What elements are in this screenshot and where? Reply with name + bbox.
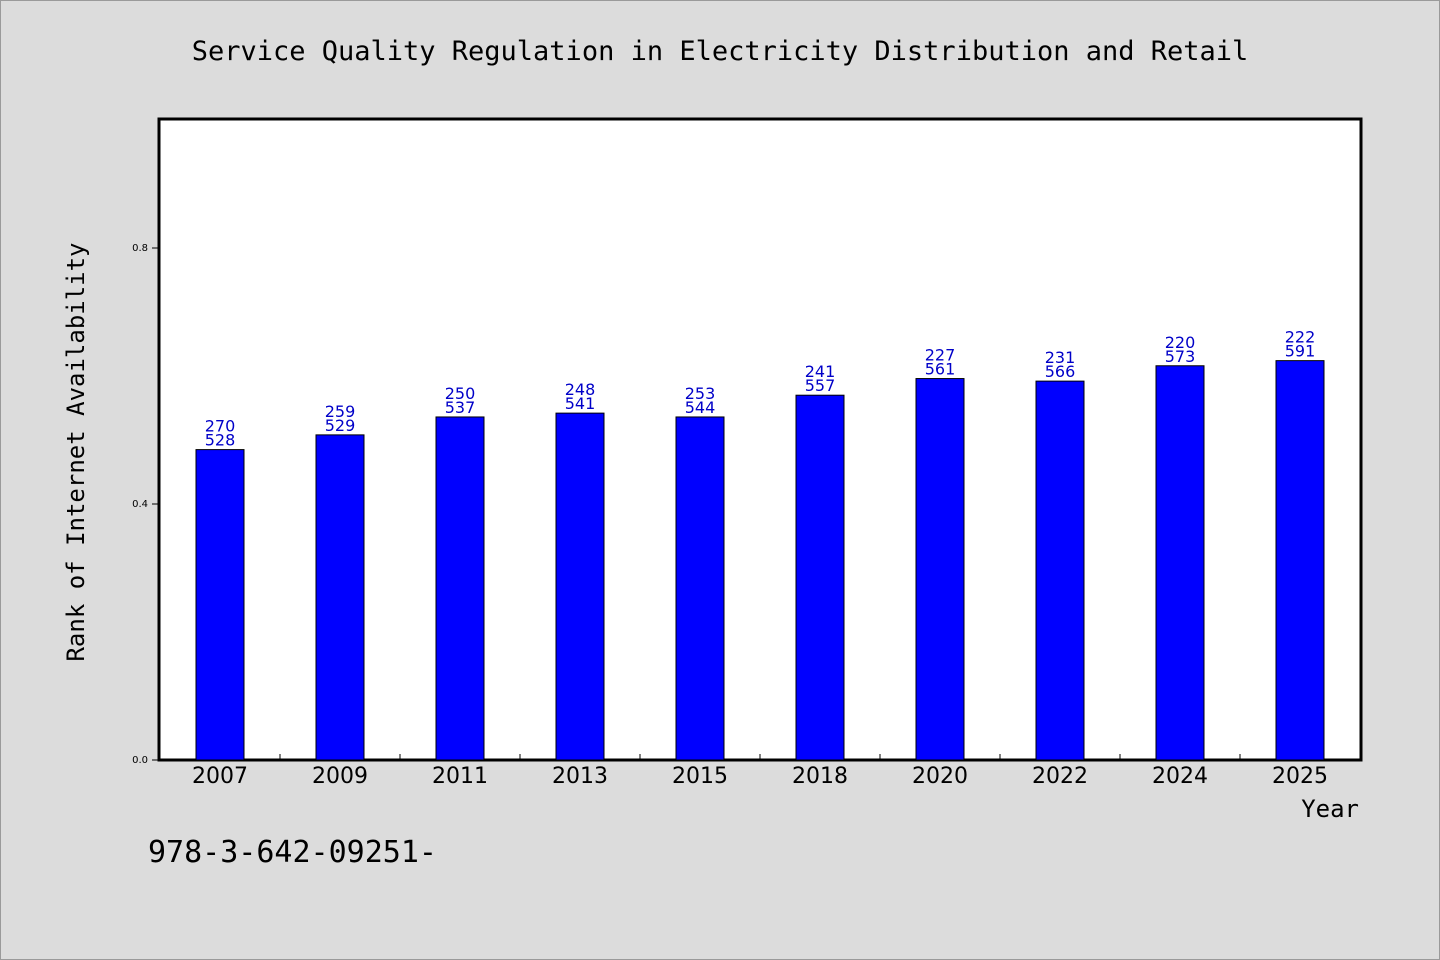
bar-2020 bbox=[915, 378, 965, 761]
bar-2015 bbox=[675, 416, 725, 761]
bar-label-top: 248 bbox=[565, 380, 596, 399]
bar-label-bottom: 528 bbox=[205, 431, 236, 450]
y-axis-label: Rank of Internet Availability bbox=[62, 242, 90, 661]
bar-label-top: 270 bbox=[205, 417, 236, 436]
bar-label-top: 222 bbox=[1285, 328, 1316, 347]
x-tick-label: 2011 bbox=[432, 764, 488, 789]
bar-2022 bbox=[1035, 380, 1085, 761]
bar-label-top: 231 bbox=[1045, 348, 1076, 367]
bar-2024 bbox=[1155, 365, 1205, 761]
x-tick-label: 2022 bbox=[1032, 764, 1088, 789]
bar-label-bottom: 573 bbox=[1165, 347, 1196, 366]
bar-2007 bbox=[195, 449, 245, 761]
x-tick-label: 2020 bbox=[912, 764, 968, 789]
bar-label-top: 220 bbox=[1165, 333, 1196, 352]
bar-label-bottom: 544 bbox=[685, 398, 716, 417]
y-tick-label: 0.0 bbox=[132, 755, 148, 766]
x-tick-label: 2015 bbox=[672, 764, 728, 789]
bar-2009 bbox=[315, 434, 365, 761]
x-axis-ticks: 2007 2009 2011 2013 2015 2018 2020 2022 2024 2025 bbox=[192, 754, 1328, 789]
y-tick-label: 0.4 bbox=[132, 499, 148, 510]
x-tick-label: 2018 bbox=[792, 764, 848, 789]
bar-label-top: 227 bbox=[925, 346, 956, 365]
y-tick-label: 0.8 bbox=[132, 243, 148, 254]
bar-label-top: 241 bbox=[805, 362, 836, 381]
bar-2018 bbox=[795, 394, 845, 761]
bar-2011 bbox=[435, 416, 485, 761]
bar-label-bottom: 591 bbox=[1285, 342, 1316, 361]
bar-label-bottom: 541 bbox=[565, 394, 596, 413]
x-tick-label: 2009 bbox=[312, 764, 368, 789]
bar-labels: 2705282595292505372485412535442415572275… bbox=[205, 328, 1316, 450]
bar-label-bottom: 529 bbox=[325, 416, 356, 435]
bar-label-top: 250 bbox=[445, 384, 476, 403]
bar-label-top: 259 bbox=[325, 402, 356, 421]
chart-title: Service Quality Regulation in Electricit… bbox=[192, 36, 1249, 67]
bar-2025 bbox=[1275, 360, 1325, 761]
x-axis-label: Year bbox=[1301, 795, 1359, 823]
bar-label-bottom: 566 bbox=[1045, 362, 1076, 381]
x-tick-label: 2025 bbox=[1272, 764, 1328, 789]
bar-label-bottom: 561 bbox=[925, 360, 956, 379]
y-axis-ticks: 0.0 0.4 0.8 bbox=[132, 243, 160, 766]
bars bbox=[195, 360, 1325, 761]
x-tick-label: 2007 bbox=[192, 764, 248, 789]
bar-label-top: 253 bbox=[685, 384, 716, 403]
x-tick-label: 2024 bbox=[1152, 764, 1208, 789]
bar-2013 bbox=[555, 412, 605, 761]
footnote: 978-3-642-09251- bbox=[148, 835, 437, 870]
bar-label-bottom: 557 bbox=[805, 376, 836, 395]
x-tick-label: 2013 bbox=[552, 764, 608, 789]
bar-label-bottom: 537 bbox=[445, 398, 476, 417]
